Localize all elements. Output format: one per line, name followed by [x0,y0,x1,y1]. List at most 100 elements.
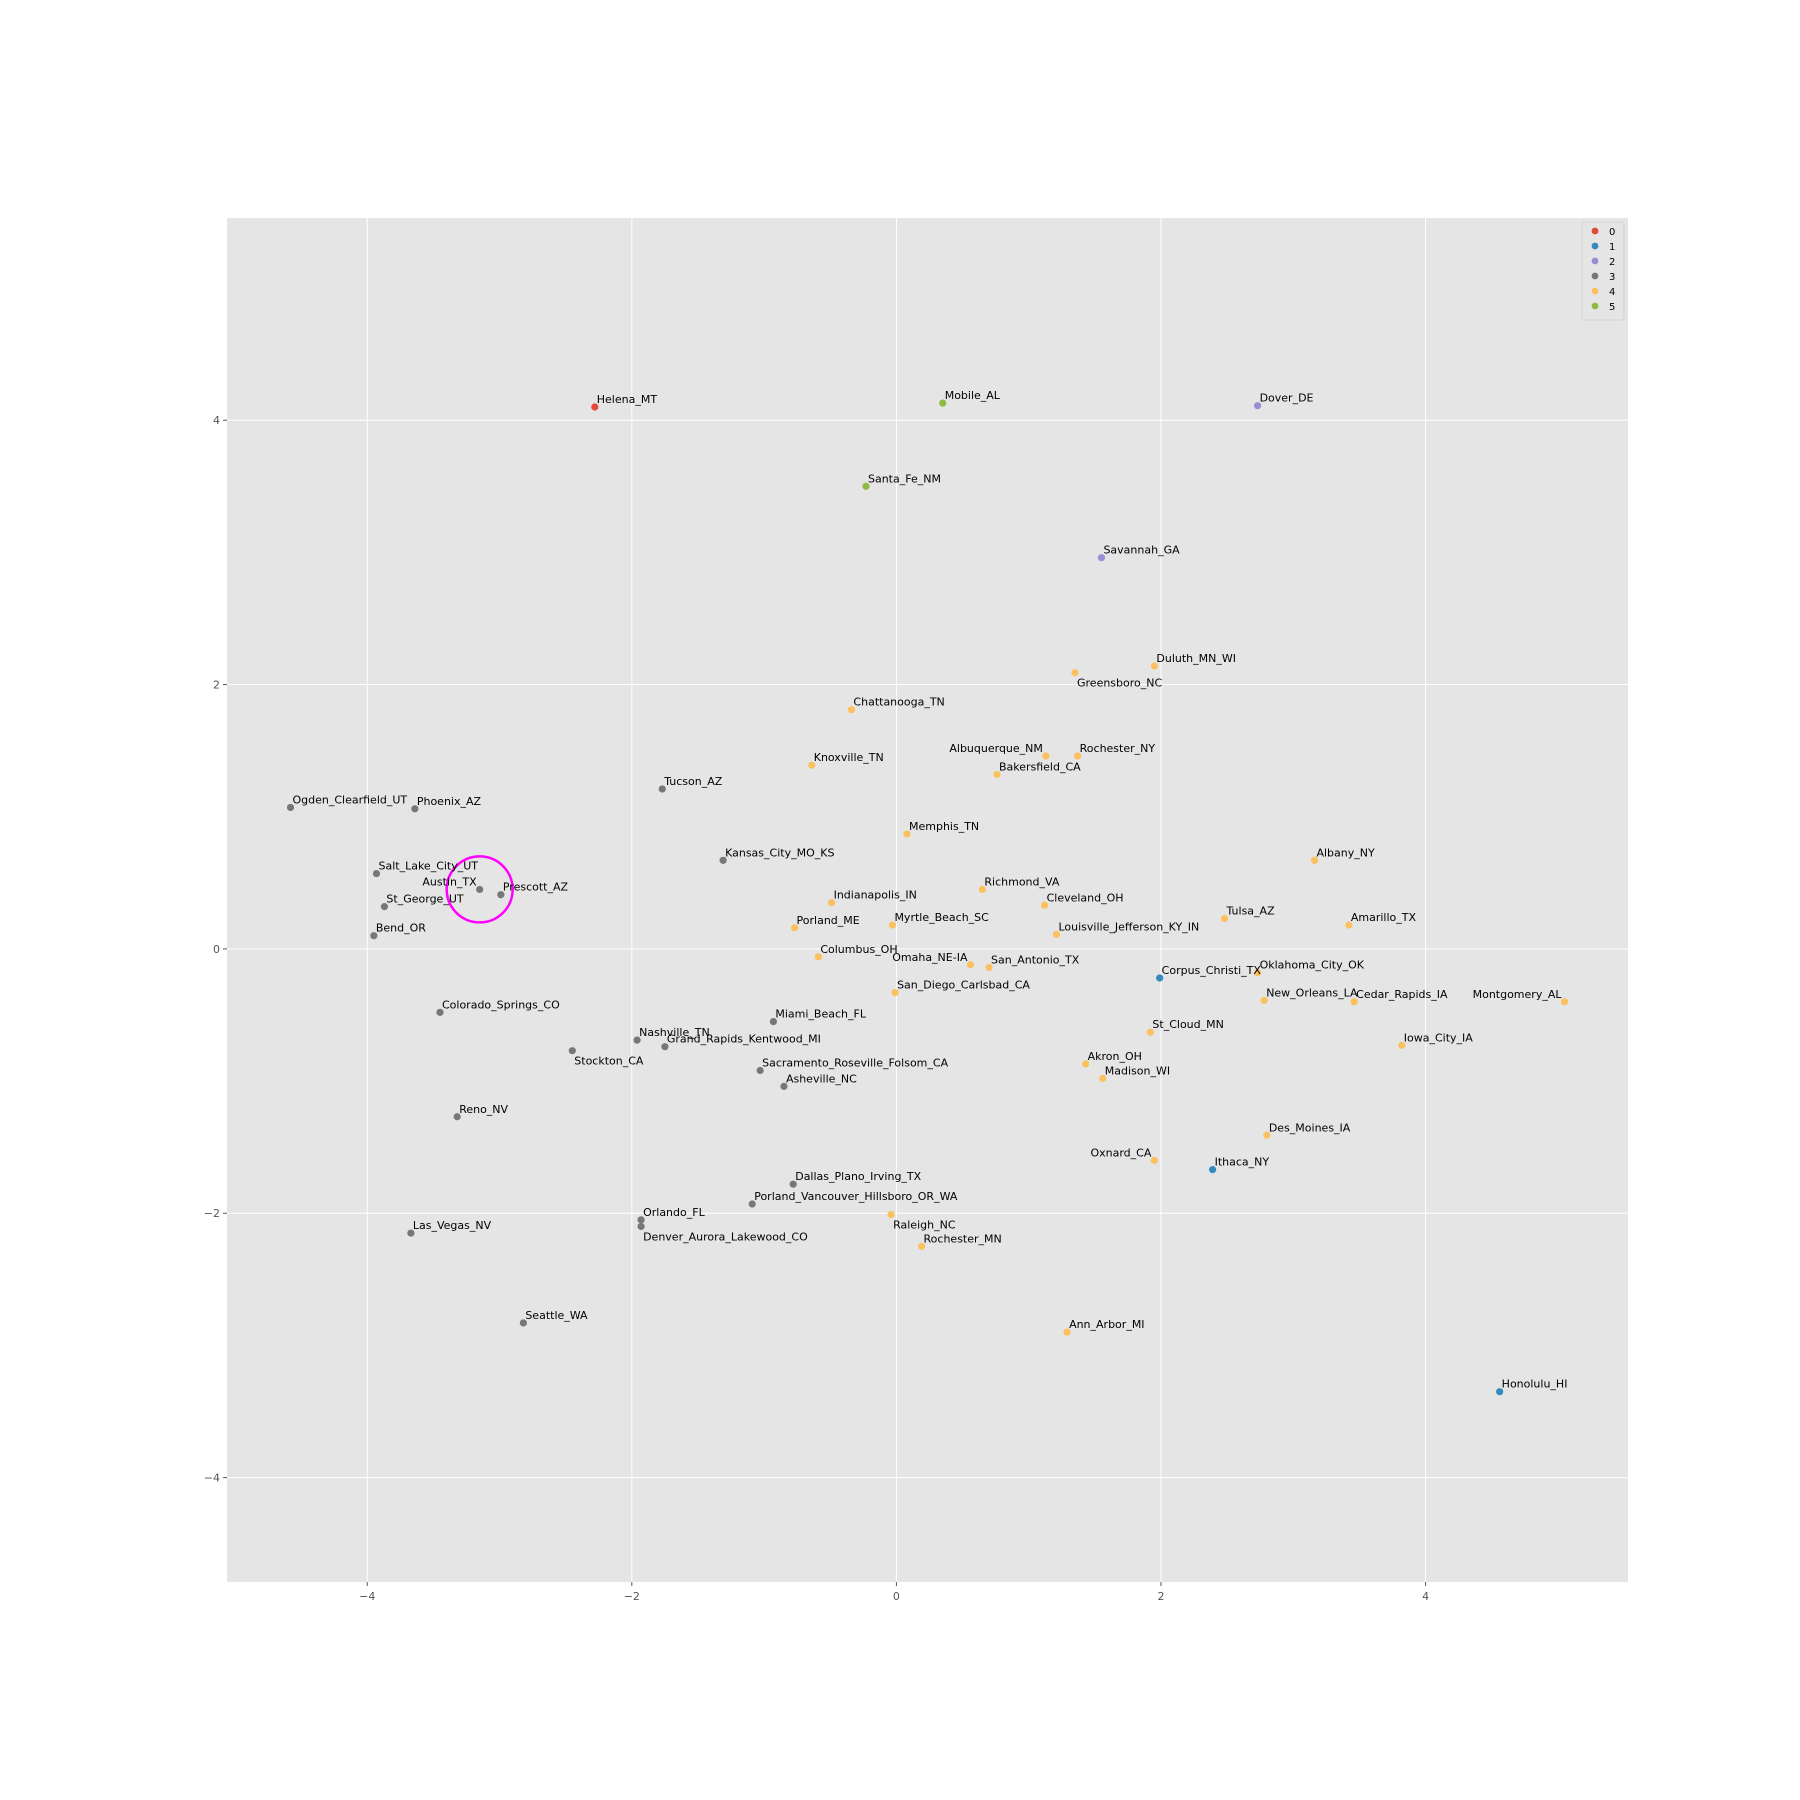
point-label: Albany_NY [1316,846,1375,859]
point-label: Denver_Aurora_Lakewood_CO [643,1230,808,1243]
data-point [1042,752,1050,760]
point-label: Iowa_City_IA [1404,1031,1474,1044]
data-point [1220,914,1229,923]
data-point [748,1200,756,1208]
legend: 0 1 2 3 4 5 [1581,221,1625,321]
point-label: Miami_Beach_FL [775,1008,866,1021]
point-label: Colorado_Springs_CO [442,998,560,1011]
data-point [407,1229,415,1237]
data-point [380,903,389,911]
data-point [1081,1060,1090,1068]
data-point [1150,662,1158,670]
point-label: Cleveland_OH [1047,891,1124,904]
data-point [436,1008,444,1016]
point-label: St_George_UT [386,893,463,906]
point-label: Las_Vegas_NV [413,1219,492,1232]
point-label: Porland_ME [797,914,860,927]
data-point [591,403,599,411]
data-point [1074,752,1082,760]
data-point [939,399,947,407]
y-tick-label: −4 [204,1472,220,1485]
point-label: Mobile_AL [945,389,1001,402]
data-point [497,891,505,899]
point-label: Nashville_TN [639,1026,710,1039]
data-point [1071,669,1079,677]
data-point [978,885,987,894]
data-point [1146,1028,1155,1036]
axis-ticks: −4 −2 0 2 4 −4 −2 0 2 4 [204,414,1429,1603]
x-tick-label: −2 [624,1590,640,1603]
point-label: Rochester_NY [1080,742,1156,755]
data-point [847,706,856,714]
highlight-layer [445,855,514,924]
x-tick-label: 2 [1158,1590,1165,1603]
y-tick-label: 4 [213,414,220,427]
point-label: Albuquerque_NM [949,742,1043,755]
data-point [1496,1388,1504,1396]
data-point [814,953,822,961]
legend-label: 2 [1609,257,1615,268]
data-point [519,1319,527,1327]
point-label: Asheville_NC [786,1072,857,1085]
legend-box [1581,221,1625,321]
point-label: Grand_Rapids_Kentwood_MI [667,1033,821,1046]
data-point [1052,930,1061,938]
point-label: Louisville_Jefferson_KY_IN [1058,920,1199,933]
point-label: Helena_MT [597,393,658,406]
data-point [453,1113,461,1121]
legend-marker [1591,227,1599,235]
point-label: Columbus_OH [820,943,897,956]
data-point [372,869,381,878]
point-label: Richmond_VA [984,875,1059,888]
data-point [993,770,1001,779]
point-label: Oxnard_CA [1090,1146,1151,1159]
point-label: Myrtle_Beach_SC [894,911,989,924]
data-point [903,830,911,838]
point-label: Rochester_MN [924,1232,1002,1245]
point-label: Orlando_FL [643,1206,705,1219]
gridlines [227,218,1628,1582]
data-point [476,885,484,894]
data-point [789,1180,797,1188]
legend-marker [1591,272,1599,280]
data-point [1310,856,1319,864]
point-label: St_Cloud_MN [1152,1018,1223,1031]
point-label: Ithaca_NY [1215,1156,1270,1169]
point-label: Greensboro_NC [1077,677,1162,690]
data-point [1097,554,1106,562]
point-label: Dover_DE [1260,392,1314,405]
point-label: Ogden_Clearfield_UT [293,793,408,806]
data-point [827,899,836,907]
data-point [887,1210,895,1219]
data-point [658,785,666,793]
point-label: Dallas_Plano_Irving_TX [795,1170,921,1183]
legend-label: 4 [1609,287,1615,298]
point-label: Corpus_Christi_TX [1162,964,1262,977]
data-point [966,961,975,969]
point-label: Salt_Lake_City_UT [378,860,478,873]
point-label: Cedar_Rapids_IA [1356,988,1448,1001]
data-point [1260,996,1268,1005]
point-label: Santa_Fe_NM [868,472,941,485]
data-point [1560,998,1569,1006]
point-label: Kansas_City_MO_KS [725,846,834,859]
data-point [370,932,378,940]
data-point [1350,998,1358,1006]
point-label: San_Antonio_TX [991,953,1080,966]
legend-label: 0 [1609,227,1615,238]
point-label: Sacramento_Roseville_Folsom_CA [762,1057,948,1070]
point-label: Reno_NV [459,1103,508,1116]
data-point [1345,921,1353,929]
data-point [637,1216,645,1224]
point-label: Knoxville_TN [814,751,884,764]
data-point [661,1043,669,1051]
data-point [1253,969,1262,977]
data-point [568,1047,576,1055]
point-label: Savannah_GA [1103,544,1180,557]
point-label: Stockton_CA [574,1055,644,1068]
point-label: Omaha_NE-IA [892,951,968,964]
point-label: Tulsa_AZ [1226,905,1276,918]
point-labels: Helena_MT Mobile_AL Dover_DE Santa_Fe_NM Sav… [293,389,1568,1391]
data-point [633,1036,641,1044]
